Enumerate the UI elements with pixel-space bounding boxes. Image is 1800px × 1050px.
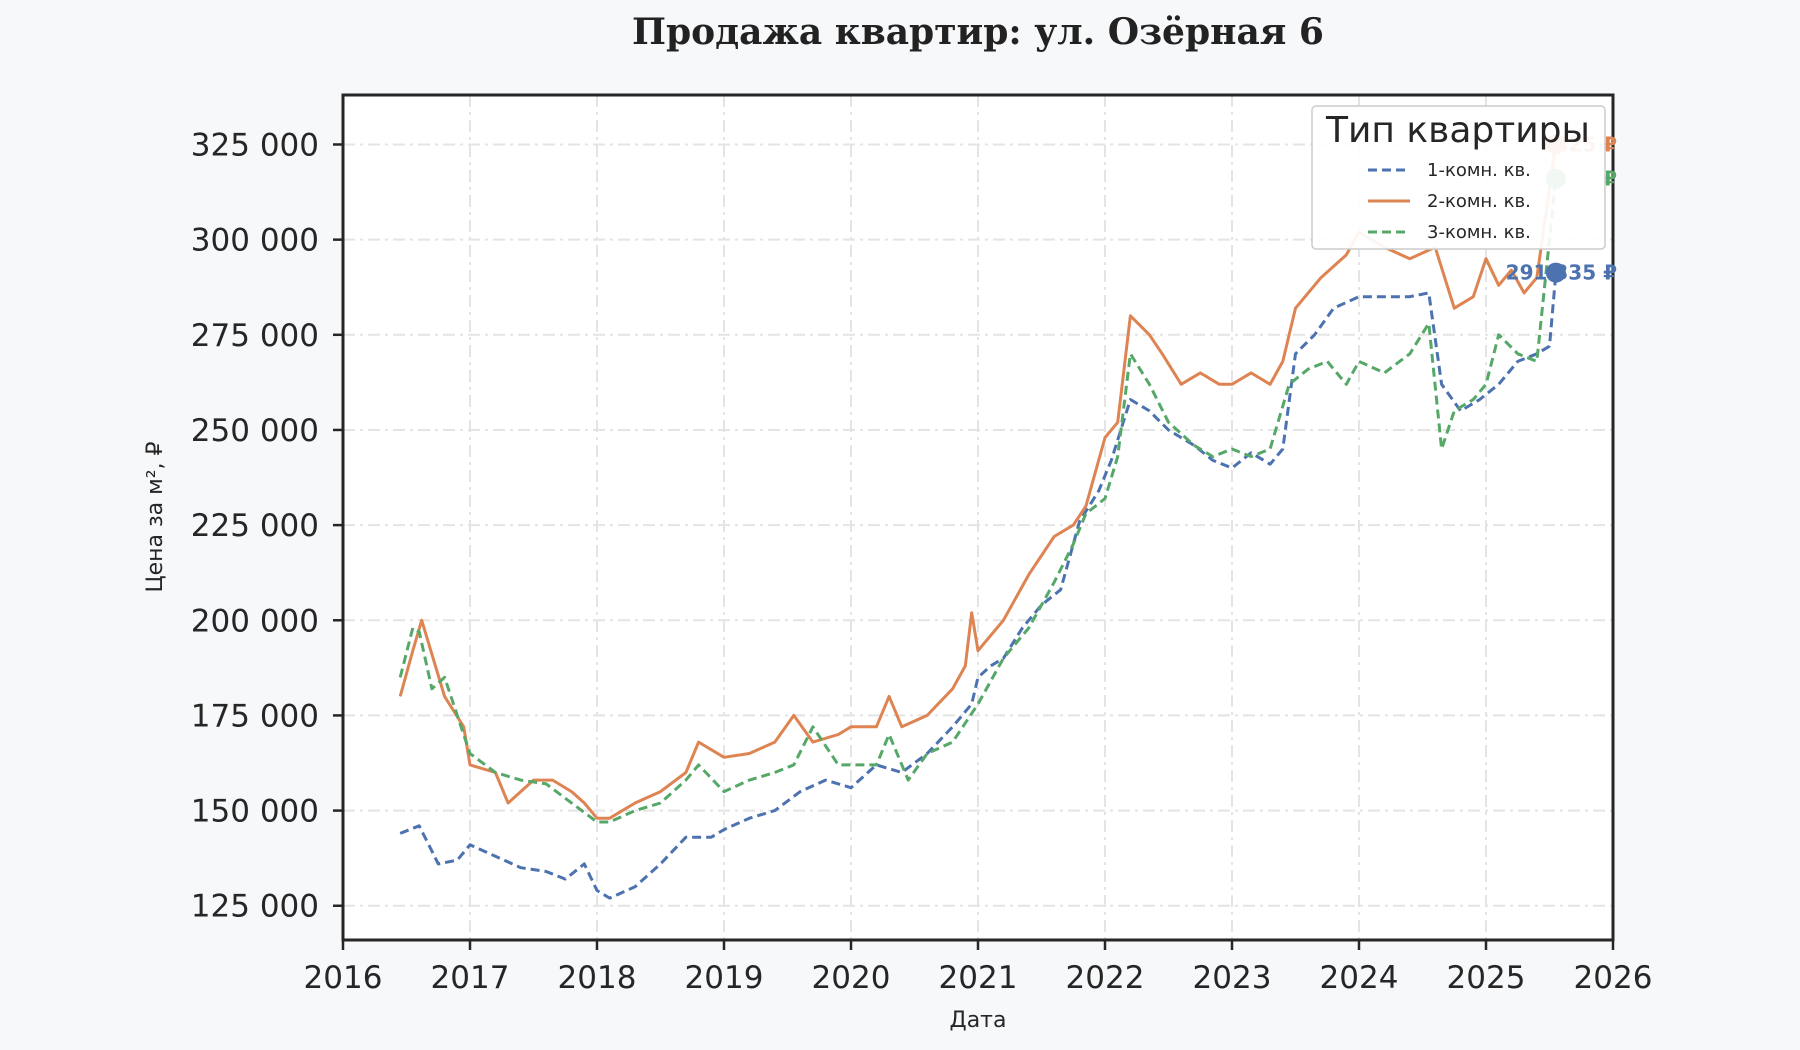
legend-label-3: 3-комн. кв. [1427,222,1531,243]
legend-title: Тип квартиры [1325,110,1590,151]
x-tick-label: 2023 [1193,960,1272,996]
grid [343,95,1613,940]
y-tick-label: 150 000 [191,794,319,830]
x-tick-label: 2026 [1574,960,1653,996]
x-tick-label: 2019 [685,960,764,996]
x-tick-label: 2016 [304,960,383,996]
x-tick-label: 2022 [1066,960,1145,996]
legend-box [1311,105,1606,250]
x-axis: 2016 2017 2018 2019 2020 2021 2022 2023 2024 2025… [304,940,1653,996]
y-tick-label: 300 000 [191,223,319,259]
y-axis: 125 000 150 000 175 000 200 000 225 000 250 0… [191,127,343,925]
x-tick-label: 2025 [1447,960,1526,996]
x-tick-label: 2018 [558,960,637,996]
y-tick-label: 325 000 [191,127,319,163]
y-tick-label: 225 000 [191,508,319,544]
chart-title: Продажа квартир: ул. Озёрная 6 [632,11,1324,53]
legend-label-1: 1-комн. кв. [1427,160,1531,181]
legend-label-2: 2-комн. кв. [1427,191,1531,212]
series-line-1 [399,273,1558,900]
x-tick-label: 2020 [812,960,891,996]
x-axis-label: Дата [950,1008,1007,1033]
y-axis-label: Цена за м², ₽ [143,441,168,592]
legend-items: 1-комн. кв. 2-комн. кв. 3-комн. кв. [1368,160,1531,243]
x-tick-label: 2021 [939,960,1018,996]
y-tick-label: 175 000 [191,698,319,734]
series-line-3 [398,178,1558,824]
y-tick-label: 125 000 [191,889,319,925]
end-label-1: 291 335 ₽ [1506,261,1617,285]
y-tick-label: 250 000 [191,413,319,449]
x-tick-label: 2024 [1320,960,1399,996]
end-label-3: ₽ [1603,167,1617,191]
y-tick-label: 200 000 [191,603,319,639]
legend: Тип квартиры 1-комн. кв. 2-комн. кв. 3-ком… [1311,105,1606,250]
x-tick-label: 2017 [431,960,510,996]
end-marker-1 [1545,262,1566,283]
y-tick-label: 275 000 [191,318,319,354]
